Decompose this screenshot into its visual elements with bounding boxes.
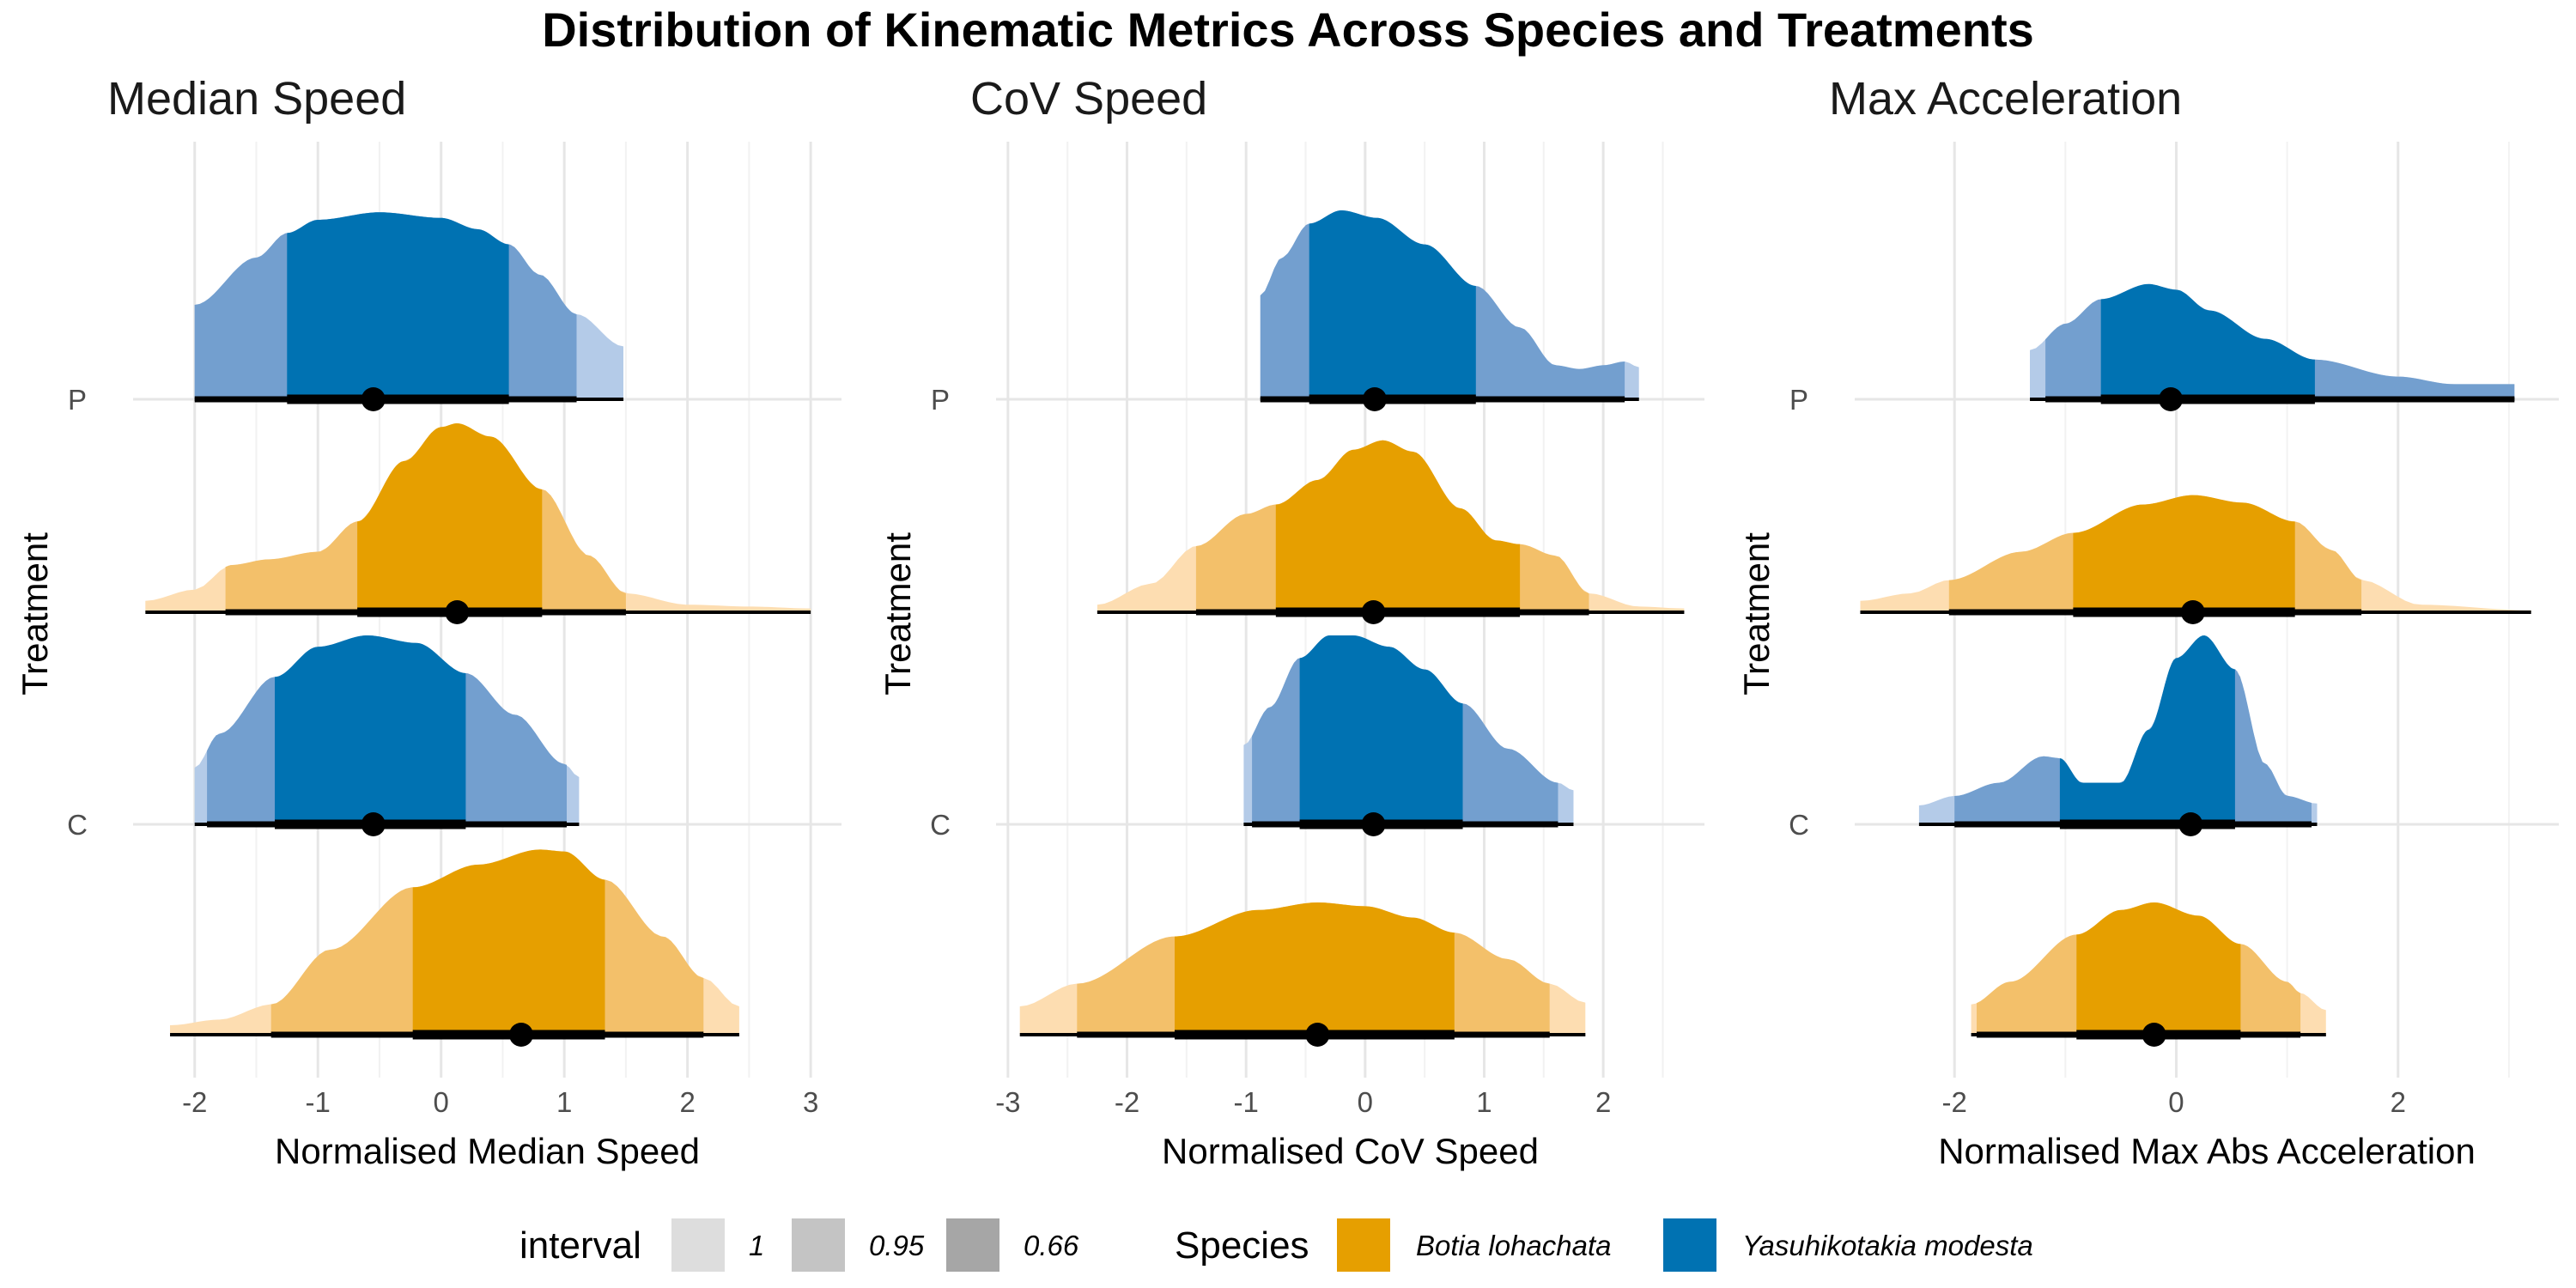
density-band-66 [1299, 635, 1463, 824]
panels-layer: Median Speed Treatment P C -2 -1 0 1 2 3 Normalise… [15, 73, 2559, 1171]
density-band-66 [2100, 283, 2315, 399]
y-tick-label: C [930, 809, 951, 841]
median-point [2180, 600, 2205, 624]
legend: interval 1 0.95 0.66 Species Botia lohachata Y… [519, 1218, 2033, 1272]
median-point [445, 600, 470, 624]
y-tick-label: C [67, 809, 88, 841]
density-band-66 [275, 635, 466, 824]
median-point [1362, 387, 1387, 411]
x-tick-label: 2 [679, 1086, 695, 1118]
legend-species-key [1663, 1218, 1716, 1272]
median-point [508, 1023, 533, 1047]
legend-interval-key [946, 1218, 999, 1272]
halfeye-P-botia [145, 423, 811, 624]
legend-species-label: Yasuhikotakia modesta [1742, 1230, 2033, 1261]
halfeye-P-yasuhikotakia [1260, 210, 1639, 411]
density-band-66 [2073, 495, 2295, 612]
y-tick-label: P [931, 384, 950, 416]
density-band-66 [1275, 440, 1521, 612]
x-tick-label: 2 [1595, 1086, 1611, 1118]
panel-title: CoV Speed [970, 73, 1207, 125]
median-point [361, 812, 386, 836]
x-tick-label: -3 [995, 1086, 1020, 1118]
legend-species-key [1337, 1218, 1390, 1272]
density-band-66 [2059, 635, 2235, 824]
halfeye-P-botia [1860, 495, 2531, 624]
halfeye-P-botia [1097, 440, 1685, 624]
density-band-66 [1309, 210, 1476, 399]
halfeye-C-botia [1019, 902, 1586, 1047]
panel-title: Max Acceleration [1829, 73, 2182, 125]
x-tick-label: -2 [182, 1086, 207, 1118]
x-axis-title: Normalised Max Abs Acceleration [1938, 1131, 2476, 1171]
y-tick-label: P [68, 384, 87, 416]
median-point [1361, 812, 1386, 836]
legend-species-label: Botia lohachata [1416, 1230, 1612, 1261]
y-tick-label: P [1789, 384, 1808, 416]
legend-interval-label: 0.95 [869, 1230, 925, 1261]
legend-interval-key [792, 1218, 845, 1272]
legend-interval-key [671, 1218, 725, 1272]
legend-species-title: Species [1175, 1224, 1309, 1267]
median-point [2178, 812, 2203, 836]
x-tick-label: -2 [1115, 1086, 1139, 1118]
panel-title: Median Speed [107, 73, 406, 125]
median-point [1361, 600, 1386, 624]
median-point [1305, 1023, 1330, 1047]
median-point [2142, 1023, 2166, 1047]
density-band-66 [412, 849, 605, 1035]
panel-2: CoV Speed Treatment P C -3 -2 -1 0 1 2 Normalised … [878, 73, 1704, 1171]
legend-interval-title: interval [519, 1224, 641, 1267]
y-axis-title: Treatment [15, 532, 55, 696]
x-tick-label: 1 [1476, 1086, 1492, 1118]
x-tick-label: 1 [556, 1086, 572, 1118]
halfeye-P-yasuhikotakia [2030, 283, 2515, 411]
y-tick-label: C [1789, 809, 1809, 841]
median-point [2159, 387, 2184, 411]
halfeye-C-botia [170, 849, 739, 1047]
x-tick-label: 0 [434, 1086, 449, 1118]
density-band-66 [2076, 902, 2241, 1035]
median-point [361, 387, 386, 411]
x-axis-title: Normalised Median Speed [275, 1131, 700, 1171]
legend-interval-label: 0.66 [1024, 1230, 1079, 1261]
halfeye-C-yasuhikotakia [1243, 635, 1574, 836]
x-tick-label: -1 [306, 1086, 331, 1118]
panel-1: Median Speed Treatment P C -2 -1 0 1 2 3 Normalise… [15, 73, 841, 1171]
x-tick-label: 2 [2391, 1086, 2406, 1118]
y-axis-title: Treatment [878, 532, 918, 696]
chart-title: Distribution of Kinematic Metrics Across… [542, 3, 2034, 57]
halfeye-P-yasuhikotakia [194, 212, 624, 411]
x-tick-label: 0 [1358, 1086, 1373, 1118]
density-band-66 [287, 212, 509, 399]
halfeye-C-yasuhikotakia [1918, 635, 2318, 836]
x-tick-label: 3 [803, 1086, 818, 1118]
y-axis-title: Treatment [1736, 532, 1777, 696]
panel-3: Max Acceleration Treatment P C -2 0 2 Normalise… [1736, 73, 2559, 1171]
density-band-66 [357, 423, 543, 612]
x-tick-label: -1 [1234, 1086, 1259, 1118]
x-tick-label: 0 [2168, 1086, 2184, 1118]
halfeye-C-yasuhikotakia [194, 635, 580, 836]
legend-interval-label: 1 [749, 1230, 764, 1261]
x-tick-label: -2 [1942, 1086, 1967, 1118]
halfeye-C-botia [1971, 902, 2326, 1047]
x-axis-title: Normalised CoV Speed [1162, 1131, 1539, 1171]
density-band-66 [1175, 902, 1455, 1035]
